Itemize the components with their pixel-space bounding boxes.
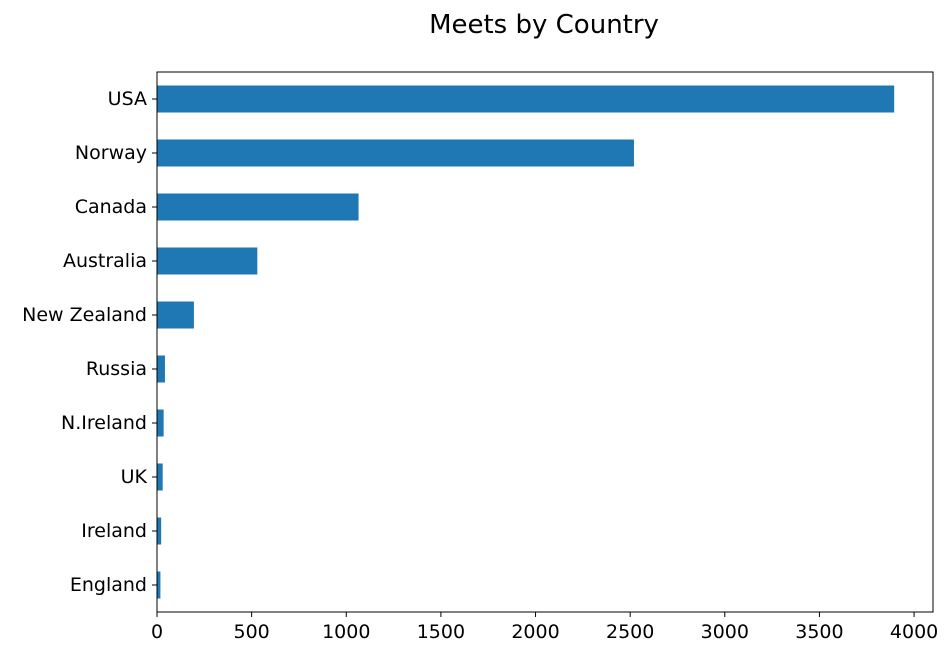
bar-usa <box>157 85 895 113</box>
y-tick-label: N.Ireland <box>61 412 147 434</box>
x-tick-label: 2500 <box>606 621 654 643</box>
x-tick-label: 1000 <box>322 621 370 643</box>
x-tick-label: 0 <box>151 621 163 643</box>
y-tick-label: Russia <box>86 358 147 380</box>
bar-new-zealand <box>157 301 194 329</box>
y-tick-label: UK <box>121 466 148 488</box>
y-tick-label: Australia <box>63 250 147 272</box>
y-tick-label: Norway <box>75 142 147 164</box>
bar-australia <box>157 247 258 275</box>
bar-n-ireland <box>157 409 164 437</box>
y-tick-label: USA <box>108 88 147 110</box>
x-axis: 0 500 1000 1500 2000 2500 3000 3500 4000 <box>151 612 938 643</box>
bar-uk <box>157 463 163 491</box>
bar-canada <box>157 193 359 221</box>
y-tick-label: Ireland <box>81 520 147 542</box>
plot-frame <box>156 71 934 613</box>
bar-ireland <box>157 517 162 545</box>
x-tick-label: 2000 <box>511 621 559 643</box>
y-axis: USA Norway Canada Australia New Zealand Russi… <box>22 88 157 596</box>
bars-group <box>157 85 895 599</box>
x-tick-label: 500 <box>234 621 270 643</box>
y-tick-label: England <box>70 574 147 596</box>
x-tick-label: 1500 <box>417 621 465 643</box>
x-tick-label: 4000 <box>890 621 938 643</box>
x-tick-label: 3000 <box>701 621 749 643</box>
y-tick-label: New Zealand <box>22 304 147 326</box>
x-tick-label: 3500 <box>795 621 843 643</box>
bar-england <box>157 571 161 599</box>
bar-norway <box>157 139 634 167</box>
bar-russia <box>157 355 165 383</box>
chart-title: Meets by Country <box>429 10 659 40</box>
y-tick-label: Canada <box>75 196 147 218</box>
